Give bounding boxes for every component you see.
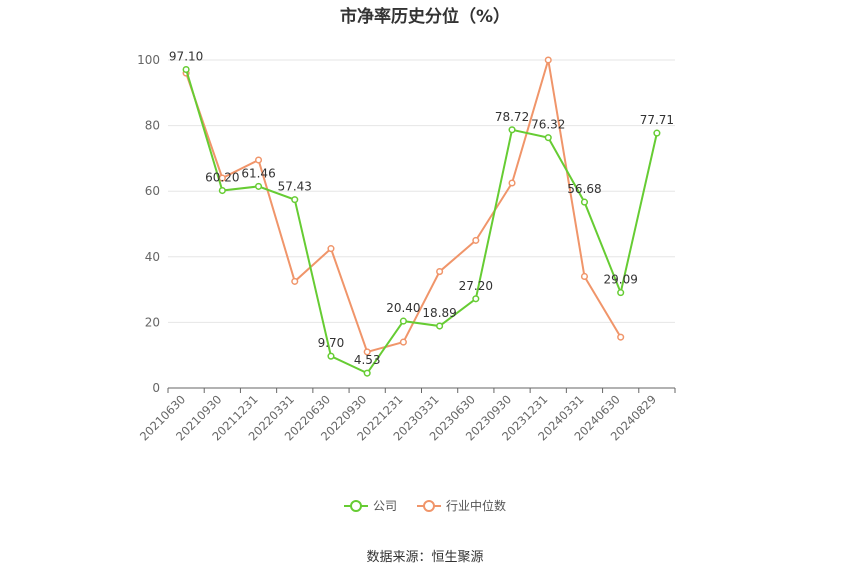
y-tick-label: 80 xyxy=(145,119,160,133)
y-tick-label: 40 xyxy=(145,250,160,264)
data-point xyxy=(617,333,625,341)
data-point xyxy=(399,317,407,325)
y-tick-label: 60 xyxy=(145,184,160,198)
data-label: 78.72 xyxy=(495,110,529,124)
y-tick-label: 100 xyxy=(137,53,160,67)
data-label: 77.71 xyxy=(640,113,674,127)
legend-item-industry-median[interactable]: 行业中位数 xyxy=(417,497,506,514)
data-point xyxy=(291,277,299,285)
data-point xyxy=(218,186,226,195)
data-label: 61.46 xyxy=(241,166,275,180)
data-point xyxy=(436,268,444,276)
legend-label-industry-median: 行业中位数 xyxy=(446,499,507,513)
data-label: 56.68 xyxy=(567,182,601,196)
y-tick-label: 0 xyxy=(152,381,160,395)
data-point xyxy=(472,295,480,303)
data-label: 76.32 xyxy=(531,118,565,132)
legend-label-company: 公司 xyxy=(372,499,397,513)
data-label: 9.70 xyxy=(318,336,345,350)
data-label: 18.89 xyxy=(422,306,456,320)
series-line xyxy=(185,69,658,375)
data-point xyxy=(472,236,480,244)
data-label: 60.20 xyxy=(205,171,239,185)
legend-item-company[interactable]: 公司 xyxy=(343,497,397,514)
data-label: 29.09 xyxy=(603,273,637,287)
data-point xyxy=(508,126,516,134)
data-point xyxy=(363,348,371,356)
legend: 公司 行业中位数 xyxy=(0,497,850,514)
data-point xyxy=(399,338,407,346)
chart-title: 市净率历史分位（%） xyxy=(339,7,511,27)
data-point xyxy=(544,134,552,142)
data-point xyxy=(254,156,263,164)
line-chart: 0204060801002021063020210930202112312022… xyxy=(137,50,676,444)
data-point xyxy=(544,56,552,64)
data-label: 4.53 xyxy=(354,353,381,367)
data-point xyxy=(508,179,516,187)
data-label: 27.20 xyxy=(459,279,493,293)
data-point xyxy=(617,289,625,297)
data-point xyxy=(653,129,661,137)
data-label: 97.10 xyxy=(169,50,203,64)
data-label: 57.43 xyxy=(278,180,312,194)
data-point xyxy=(182,65,190,74)
data-point xyxy=(436,322,444,330)
data-point xyxy=(291,196,299,204)
data-point xyxy=(254,182,263,190)
data-source: 数据来源：恒生聚源 xyxy=(366,550,484,565)
data-label: 20.40 xyxy=(386,301,420,315)
legend-swatch-company xyxy=(343,499,368,513)
legend-swatch-industry-median xyxy=(417,499,441,513)
data-point xyxy=(327,245,335,253)
data-point xyxy=(580,198,589,206)
y-tick-label: 20 xyxy=(145,315,160,329)
data-point xyxy=(363,369,371,377)
data-point xyxy=(327,352,335,360)
data-point xyxy=(580,272,589,281)
